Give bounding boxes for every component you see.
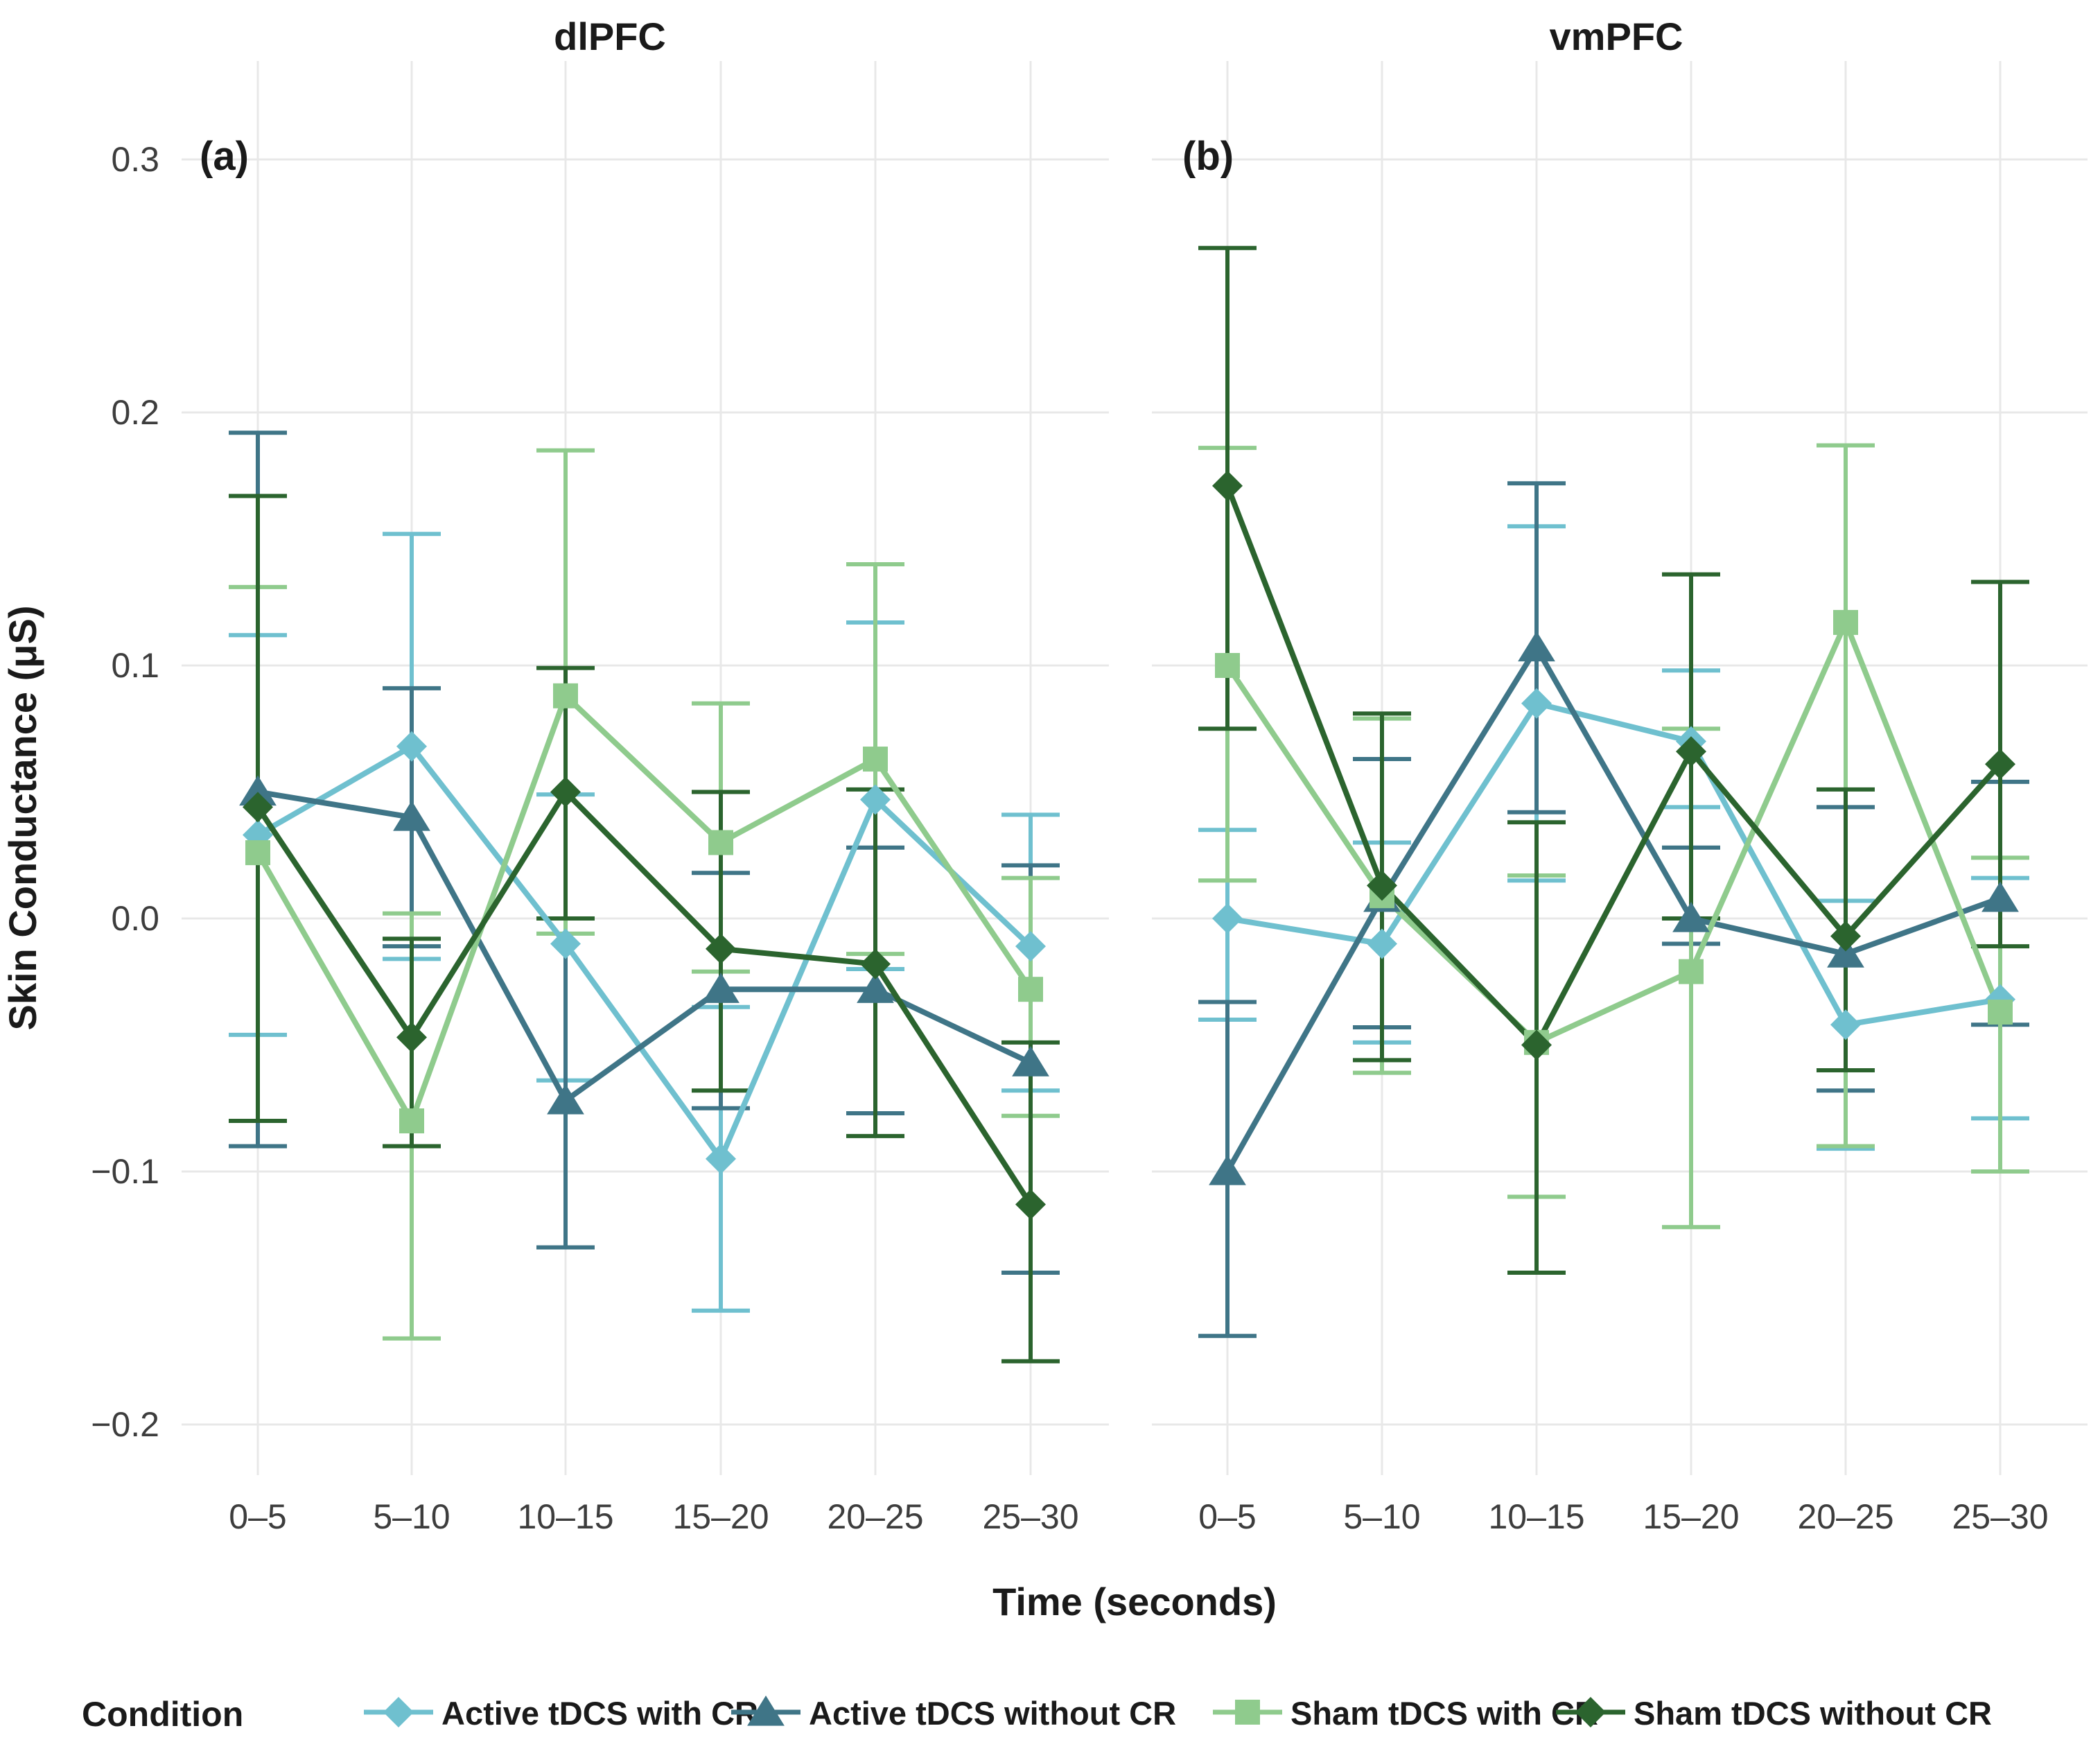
marker-active-tdcs-without-cr [1981,881,2019,912]
x-tick-label: 5–10 [373,1497,450,1536]
marker-active-tdcs-without-cr [239,775,277,806]
marker-active-tdcs-with-cr [550,928,581,959]
series-line-sham-tdcs-without-cr [1225,485,2002,1048]
marker-sham-tdcs-without-cr [706,933,736,964]
panel-letter-b: (b) [1182,134,1234,179]
x-tick-label: 10–15 [517,1497,613,1536]
marker-sham-tdcs-with-cr [399,1108,424,1133]
marker-active-tdcs-without-cr [1209,1155,1246,1185]
marker-sham-tdcs-without-cr [1676,736,1706,767]
marker-active-tdcs-with-cr [1521,688,1552,719]
y-tick-label: −0.2 [91,1405,159,1444]
marker-active-tdcs-with-cr [1367,928,1397,959]
marker-sham-tdcs-with-cr [1215,653,1240,678]
marker-active-tdcs-without-cr [1672,902,1710,932]
y-tick-label: 0.3 [111,140,159,179]
series-line-sham-tdcs-without-cr [255,789,1033,1206]
series-line-active-tdcs-with-cr [1227,700,2001,1028]
marker-sham-tdcs-without-cr [1015,1189,1046,1220]
y-axis-title: Skin Conductance (μS) [1,606,44,1031]
marker-active-tdcs-with-cr [860,784,891,815]
x-tick-label: 25–30 [1952,1497,2048,1536]
marker-active-tdcs-with-cr [1830,1009,1861,1040]
y-tick-label: 0.2 [111,393,159,432]
x-tick-label: 10–15 [1488,1497,1584,1536]
panel-title-vmpfc: vmPFC [1550,15,1683,58]
x-tick-label: 0–5 [229,1497,286,1536]
legend-marker-sham-tdcs-with-cr [1235,1700,1260,1725]
legend-label-active-tdcs-without-cr: Active tDCS without CR [809,1695,1176,1732]
series-line-sham-tdcs-with-cr [255,692,1033,1124]
y-tick-label: 0.0 [111,899,159,938]
legend-title: Condition [82,1695,243,1734]
x-tick-label: 20–25 [827,1497,923,1536]
x-tick-label: 25–30 [982,1497,1078,1536]
legend-marker-active-tdcs-without-cr [747,1696,785,1726]
marker-sham-tdcs-with-cr [1988,1000,2013,1025]
marker-active-tdcs-without-cr [1518,631,1555,662]
marker-sham-tdcs-with-cr [1833,609,1858,635]
marker-sham-tdcs-without-cr [1212,470,1243,501]
x-tick-label: 20–25 [1797,1497,1893,1536]
marker-active-tdcs-with-cr [1015,931,1046,962]
marker-sham-tdcs-with-cr [1679,959,1704,984]
x-tick-label: 5–10 [1343,1497,1420,1536]
y-tick-label: −0.1 [91,1152,159,1191]
series-line-active-tdcs-with-cr [256,743,1033,1162]
legend-marker-sham-tdcs-without-cr [1575,1697,1606,1727]
marker-sham-tdcs-without-cr [1521,1029,1552,1061]
panel-title-dlpfc: dlPFC [554,15,666,58]
legend-label-sham-tdcs-with-cr: Sham tDCS with CR [1290,1695,1598,1732]
marker-sham-tdcs-with-cr [245,840,270,866]
marker-sham-tdcs-without-cr [243,792,273,823]
x-tick-label: 15–20 [672,1497,769,1536]
marker-sham-tdcs-without-cr [860,948,891,979]
legend-marker-active-tdcs-with-cr [383,1697,414,1727]
marker-active-tdcs-without-cr [393,801,430,831]
marker-active-tdcs-without-cr [702,973,740,1003]
panel-letter-a: (a) [200,134,249,179]
marker-active-tdcs-with-cr [706,1143,736,1174]
x-tick-label: 15–20 [1643,1497,1739,1536]
marker-sham-tdcs-without-cr [1830,921,1861,952]
marker-sham-tdcs-without-cr [396,1022,427,1053]
marker-sham-tdcs-without-cr [550,776,581,808]
series-line-active-tdcs-without-cr [1225,645,2002,1173]
marker-active-tdcs-without-cr [1012,1046,1049,1077]
x-tick-label: 0–5 [1198,1497,1256,1536]
marker-active-tdcs-without-cr [1827,937,1864,968]
marker-sham-tdcs-with-cr [553,683,578,708]
marker-sham-tdcs-without-cr [1367,870,1397,901]
marker-active-tdcs-with-cr [396,731,427,762]
legend-label-sham-tdcs-without-cr: Sham tDCS without CR [1634,1695,1992,1732]
marker-sham-tdcs-with-cr [708,830,733,855]
x-axis-title: Time (seconds) [992,1580,1277,1623]
marker-active-tdcs-without-cr [547,1083,584,1115]
marker-sham-tdcs-with-cr [863,747,888,772]
marker-active-tdcs-without-cr [857,973,894,1003]
marker-sham-tdcs-with-cr [1018,977,1043,1002]
series-line-sham-tdcs-with-cr [1225,619,2003,1045]
marker-active-tdcs-with-cr [1212,903,1243,934]
y-tick-label: 0.1 [111,646,159,685]
marker-sham-tdcs-without-cr [1985,749,2015,780]
legend-label-active-tdcs-with-cr: Active tDCS with CR [441,1695,758,1732]
